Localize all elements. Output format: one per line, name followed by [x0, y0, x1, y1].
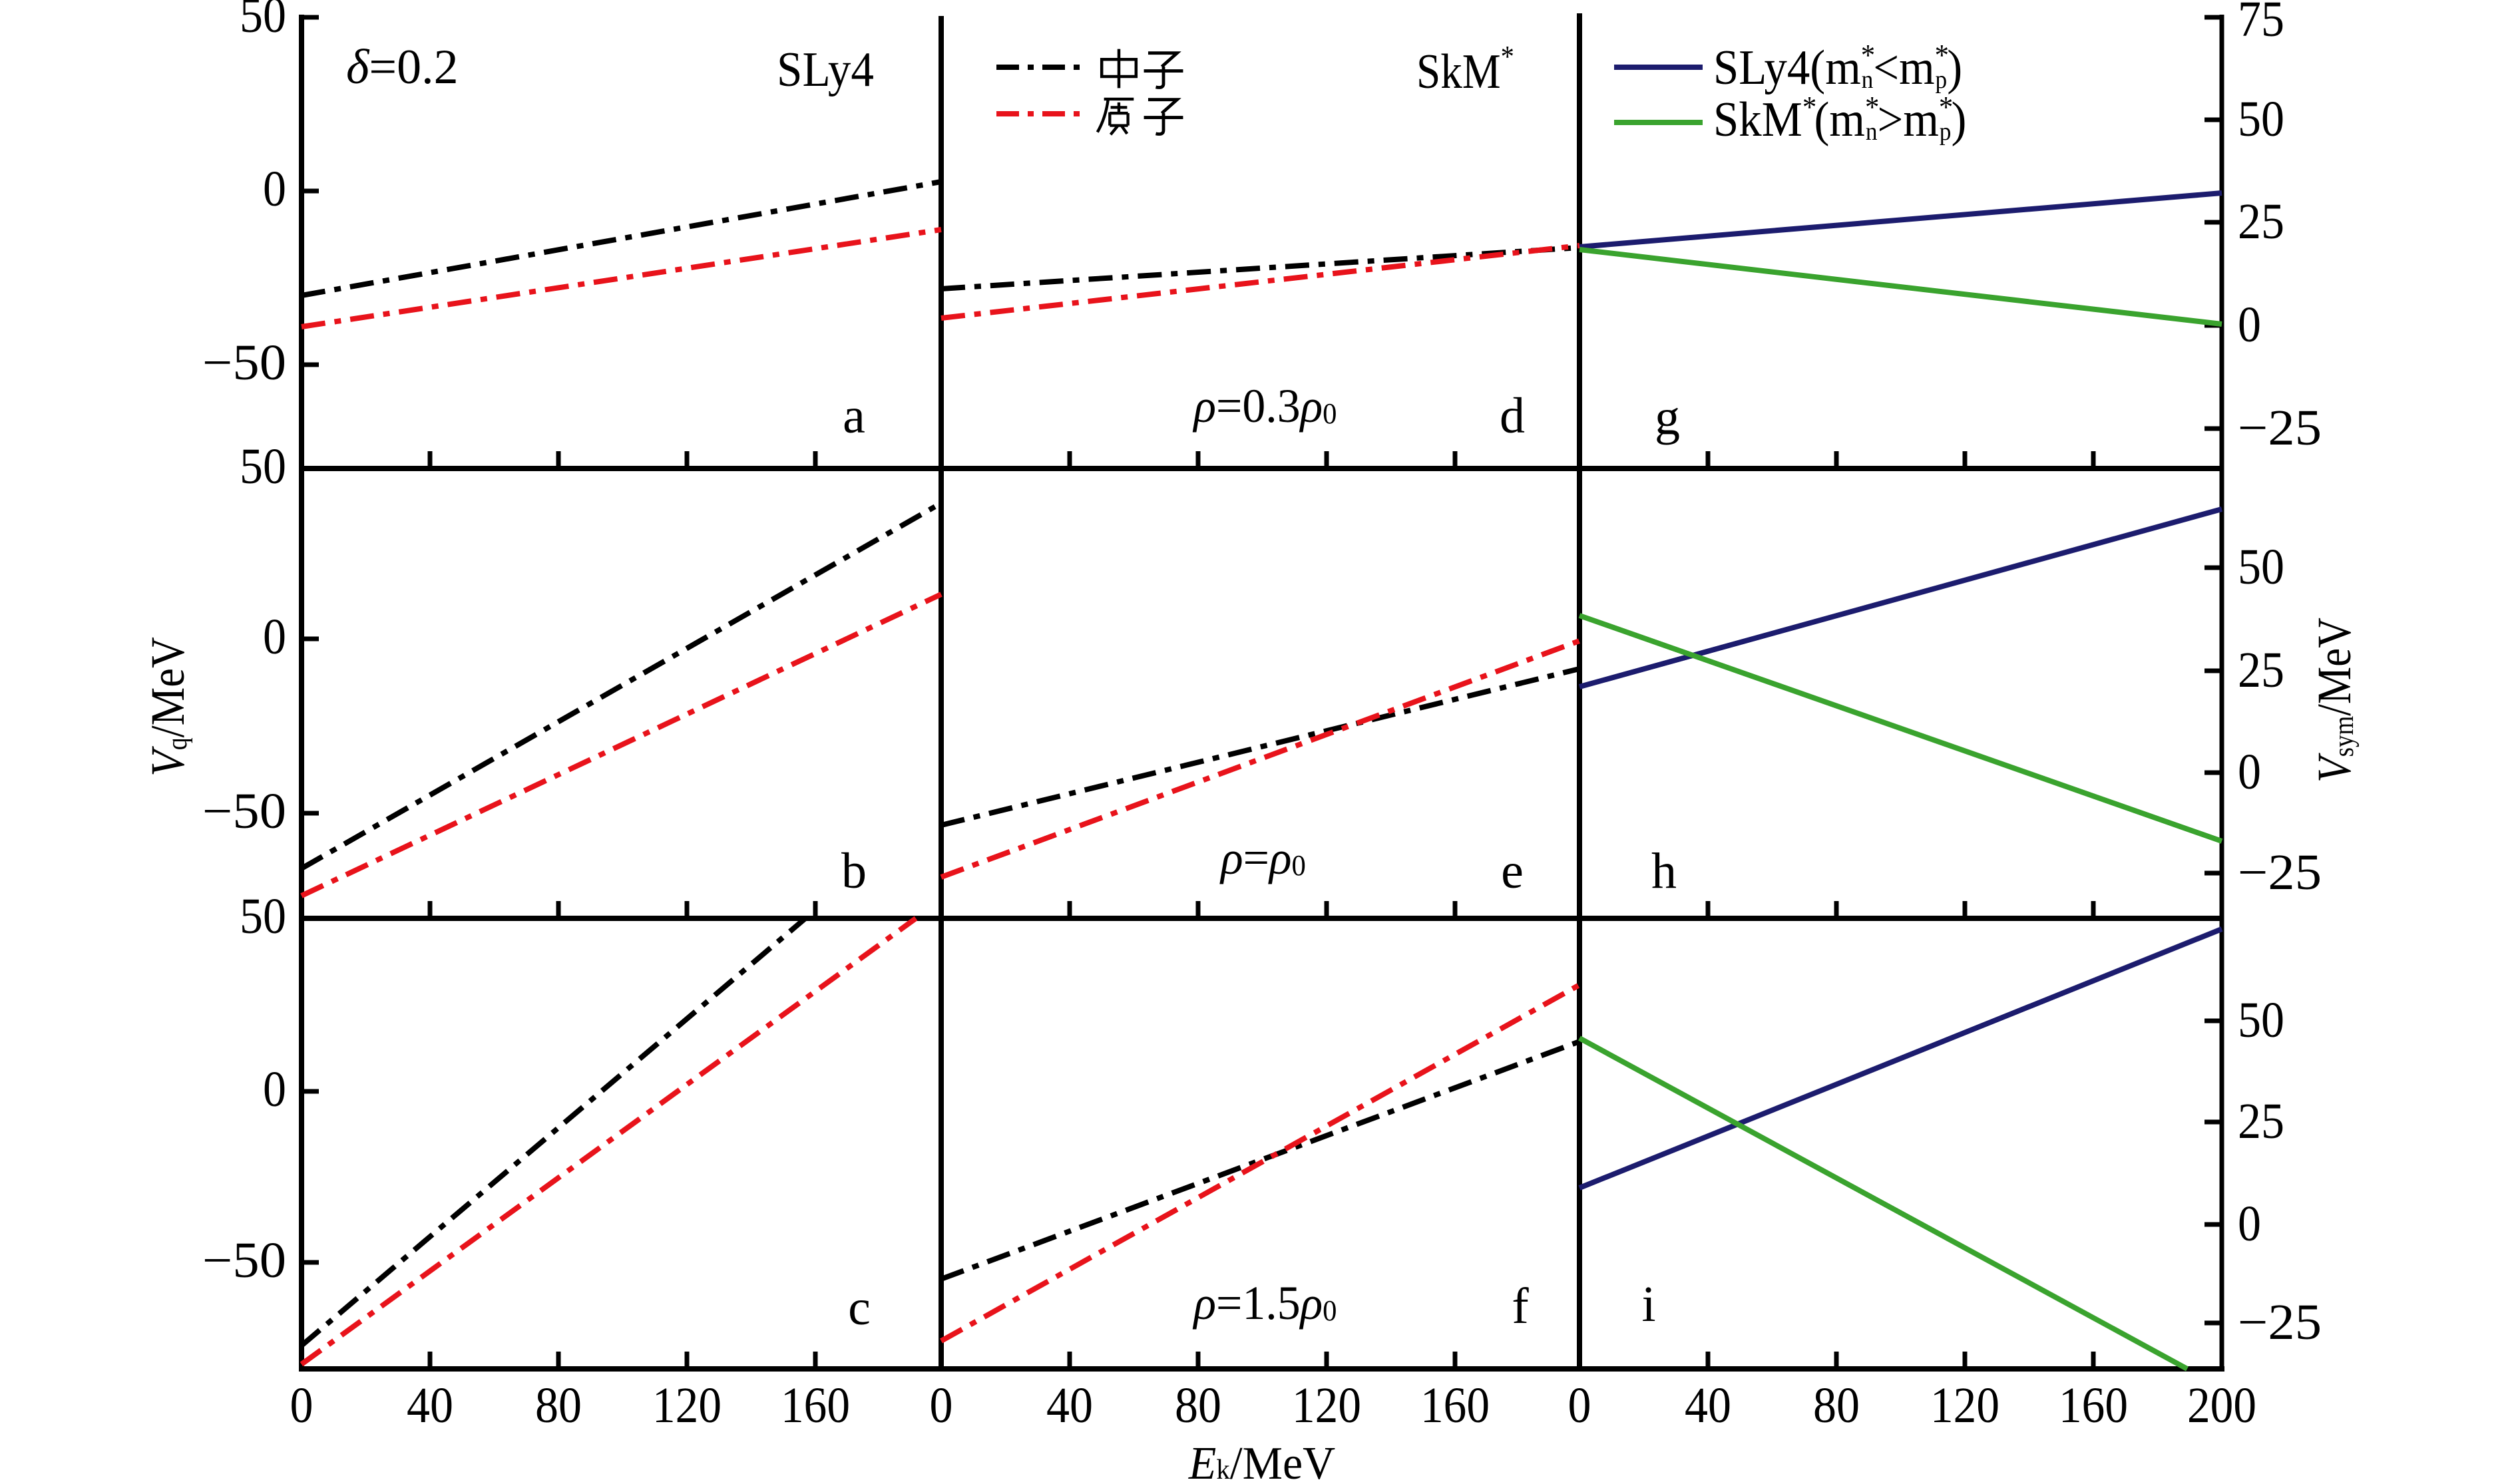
svg-text:200: 200 — [2187, 1378, 2256, 1433]
svg-text:25: 25 — [2238, 642, 2284, 698]
svg-text:50: 50 — [240, 0, 286, 43]
svg-text:25: 25 — [2238, 194, 2284, 250]
svg-text:a: a — [843, 388, 865, 444]
svg-text:−25: −25 — [2238, 400, 2322, 456]
svg-text:120: 120 — [1930, 1378, 1999, 1433]
svg-text:50: 50 — [240, 888, 286, 944]
svg-text:ρ=0.3ρ0: ρ=0.3ρ0 — [1193, 380, 1337, 433]
svg-text:160: 160 — [781, 1378, 850, 1433]
svg-text:SkM*: SkM* — [1416, 40, 1514, 99]
svg-text:SLy4(m*n<m*p): SLy4(m* n<m* p) — [1713, 38, 1962, 95]
svg-text:SkM*(m*n>m*p): SkM*(m* n>m* p) — [1713, 90, 1966, 147]
svg-text:−25: −25 — [2238, 1294, 2322, 1350]
svg-text:δ=0.2: δ=0.2 — [346, 40, 459, 94]
svg-text:40: 40 — [1046, 1378, 1093, 1433]
svg-text:Vq/MeV: Vq/MeV — [141, 637, 194, 777]
svg-text:50: 50 — [240, 439, 286, 494]
svg-text:80: 80 — [535, 1378, 582, 1433]
svg-text:0: 0 — [2238, 1196, 2261, 1252]
svg-text:80: 80 — [1813, 1378, 1860, 1433]
svg-text:c: c — [848, 1280, 871, 1336]
svg-text:160: 160 — [1420, 1378, 1490, 1433]
svg-text:g: g — [1655, 389, 1680, 445]
svg-text:160: 160 — [2059, 1378, 2128, 1433]
svg-text:Ek/MeV: Ek/MeV — [1188, 1437, 1335, 1481]
svg-text:40: 40 — [407, 1378, 453, 1433]
svg-text:i: i — [1641, 1276, 1655, 1332]
svg-text:75: 75 — [2238, 0, 2284, 47]
svg-text:e: e — [1501, 843, 1524, 899]
svg-text:ρ=ρ0: ρ=ρ0 — [1219, 832, 1306, 884]
svg-text:−50: −50 — [202, 1232, 286, 1288]
svg-text:120: 120 — [1292, 1378, 1361, 1433]
svg-text:40: 40 — [1685, 1378, 1731, 1433]
svg-text:0: 0 — [930, 1378, 953, 1433]
svg-text:0: 0 — [263, 161, 286, 217]
svg-text:0: 0 — [2238, 744, 2261, 800]
svg-text:50: 50 — [2238, 539, 2284, 595]
svg-text:0: 0 — [290, 1378, 314, 1433]
svg-text:Vsym/MeV: Vsym/MeV — [2308, 618, 2361, 783]
svg-text:50: 50 — [2238, 992, 2284, 1048]
svg-text:80: 80 — [1175, 1378, 1221, 1433]
svg-text:25: 25 — [2238, 1093, 2284, 1149]
svg-text:50: 50 — [2238, 91, 2284, 147]
svg-text:ρ=1.5ρ0: ρ=1.5ρ0 — [1193, 1277, 1337, 1330]
svg-text:0: 0 — [2238, 297, 2261, 353]
svg-text:0: 0 — [1568, 1378, 1591, 1433]
svg-text:−50: −50 — [202, 783, 286, 839]
svg-text:0: 0 — [263, 1061, 286, 1117]
svg-text:b: b — [841, 843, 867, 899]
svg-text:0: 0 — [263, 609, 286, 665]
svg-text:h: h — [1651, 843, 1677, 899]
svg-text:120: 120 — [652, 1378, 722, 1433]
svg-text:−25: −25 — [2238, 844, 2322, 900]
svg-text:SLy4: SLy4 — [777, 43, 874, 97]
svg-text:f: f — [1512, 1278, 1529, 1334]
svg-text:−50: −50 — [202, 335, 286, 391]
svg-text:d: d — [1500, 388, 1525, 444]
